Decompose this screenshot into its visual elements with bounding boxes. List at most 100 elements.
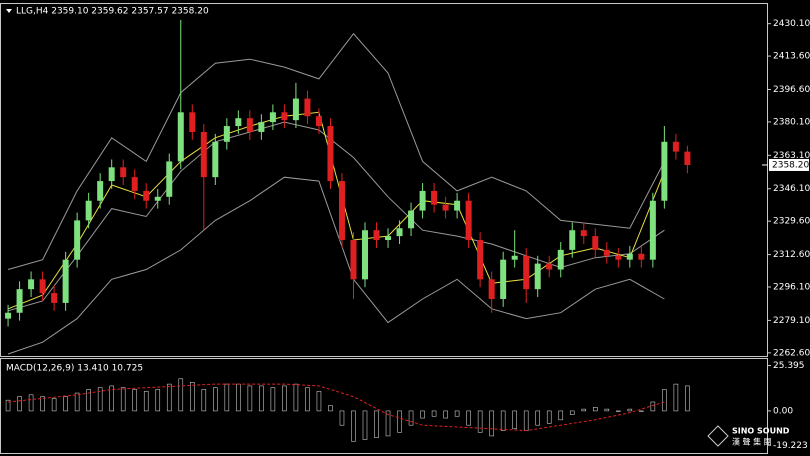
candle-body [246, 118, 253, 132]
macd-bar [213, 387, 218, 412]
y-tick-label: -19.223 [773, 441, 808, 451]
candle-body [120, 167, 127, 178]
candle-body [85, 200, 92, 221]
macd-bar [351, 410, 356, 442]
macd-bar [201, 389, 207, 412]
candle-body [292, 98, 299, 121]
macd-bar [63, 396, 68, 412]
macd-bar [305, 387, 310, 412]
macd-bar [477, 410, 483, 433]
y-tick-label: 2346.10 [773, 184, 810, 194]
macd-bar [247, 385, 253, 412]
candle-body [385, 236, 392, 241]
macd-bar [143, 390, 149, 412]
watermark: SINO SOUND 漢 聲 集 團 [707, 425, 790, 447]
indicator-line [7, 32, 665, 270]
candle-body [546, 263, 553, 270]
macd-bar [40, 396, 45, 412]
last-price-box [769, 158, 809, 171]
candle-body [5, 312, 12, 319]
candle-body [362, 230, 369, 280]
candle-body [534, 263, 541, 290]
candle-body [131, 177, 138, 191]
y-tick-label: 2312.60 [773, 250, 810, 260]
macd-bar [51, 398, 57, 412]
macd-bar [374, 410, 379, 439]
macd-bar [109, 385, 114, 412]
candle-body [304, 98, 311, 117]
candle-body [258, 122, 265, 132]
candle-body [431, 190, 438, 205]
candle-body [442, 204, 449, 211]
macd-bar [662, 389, 667, 412]
macd-bar [316, 390, 322, 412]
macd-bar [224, 383, 230, 412]
candle-body [51, 293, 58, 303]
macd-bar [155, 389, 161, 412]
macd-bar [362, 410, 368, 440]
candle-body [672, 141, 679, 152]
macd-bar [569, 410, 575, 415]
y-tick-label: 2279.10 [773, 316, 810, 326]
watermark-chinese: 漢 聲 集 團 [732, 437, 772, 447]
candle-body [373, 230, 380, 241]
candle-body [569, 230, 576, 250]
macd-bar [166, 383, 172, 412]
candle-body [143, 190, 150, 201]
macd-bar [86, 389, 91, 412]
macd-bar [339, 410, 345, 426]
macd-title: MACD(12,26,9) 13.410 10.725 [6, 364, 143, 374]
last-price-label: 2358.20 [772, 160, 809, 170]
macd-bar [397, 410, 402, 433]
candle-body [626, 253, 633, 260]
candle-body [661, 141, 668, 201]
y-tick-label: 2413.60 [773, 52, 810, 62]
y-tick-label: 2262.60 [773, 348, 810, 358]
candle-body [684, 151, 691, 165]
macd-bar [328, 405, 333, 412]
candle-body [74, 220, 81, 260]
candle-body [200, 131, 207, 178]
candle-body [28, 279, 35, 290]
candle-body [154, 196, 161, 201]
y-tick-label: 2363.10 [773, 151, 810, 161]
macd-bar [293, 383, 299, 412]
macd-bar [178, 378, 184, 412]
macd-bar [500, 410, 506, 431]
macd-bar [74, 392, 80, 412]
candle-body [580, 230, 587, 237]
macd-bar [282, 385, 287, 412]
macd-bar [132, 389, 138, 412]
candle-body [557, 249, 564, 270]
y-tick-label: 0.00 [773, 406, 793, 416]
candle-body [488, 279, 495, 299]
candle-body [281, 112, 288, 121]
macd-bar [443, 410, 448, 419]
macd-bar [97, 387, 103, 412]
y-tick-label: 2380.10 [773, 117, 810, 127]
candle-body [454, 200, 461, 211]
candle-body [649, 200, 656, 260]
candle-body [97, 181, 104, 201]
macd-bar [616, 410, 621, 412]
macd-bar [581, 408, 587, 412]
macd-bar [28, 394, 34, 412]
candle-body [166, 161, 173, 197]
macd-bar [639, 410, 644, 412]
watermark-brand: SINO SOUND [732, 427, 790, 436]
macd-bar [650, 401, 656, 412]
candle-body [212, 141, 219, 178]
candle-body [62, 259, 69, 303]
macd-bar [189, 382, 195, 412]
macd-bar [385, 410, 391, 437]
candle-body [592, 236, 599, 250]
macd-bar [535, 410, 541, 426]
macd-bar [627, 408, 633, 412]
y-tick-label: 2396.60 [773, 85, 810, 95]
macd-bar [408, 410, 414, 426]
indicator-line [7, 111, 665, 310]
macd-bar [604, 408, 610, 412]
indicator-line [7, 121, 665, 312]
